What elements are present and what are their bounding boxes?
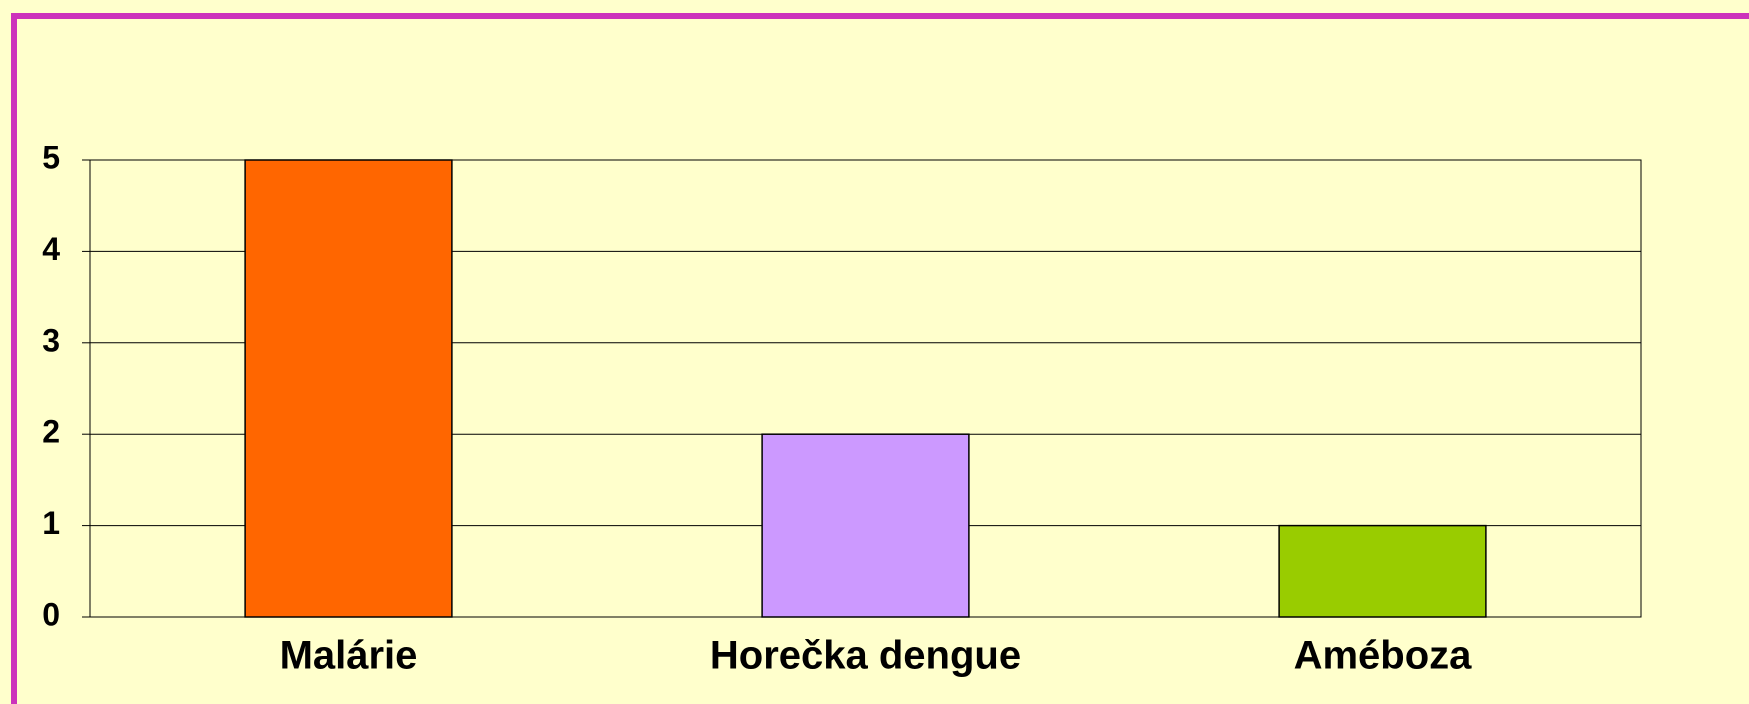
- y-tick-label: 3: [42, 322, 60, 358]
- y-tick-label: 4: [42, 231, 60, 267]
- y-tick-label: 2: [42, 414, 60, 450]
- y-tick-label: 5: [42, 139, 60, 175]
- x-tick-label: Horečka dengue: [710, 634, 1021, 678]
- y-tick-label: 0: [42, 596, 60, 632]
- bar: [1278, 524, 1487, 618]
- x-tick-label: Améboza: [1294, 634, 1473, 678]
- y-tick-label: 1: [42, 505, 60, 541]
- bar: [244, 159, 453, 618]
- x-tick-label: Malárie: [280, 634, 418, 678]
- frame-border: [11, 13, 1749, 704]
- bar: [761, 433, 970, 618]
